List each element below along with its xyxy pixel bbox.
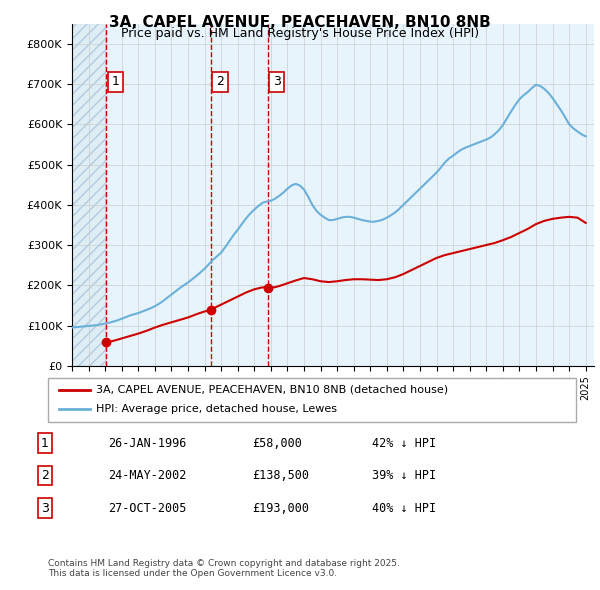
Text: £58,000: £58,000	[252, 437, 302, 450]
Bar	[72, 24, 106, 366]
Text: HPI: Average price, detached house, Lewes: HPI: Average price, detached house, Lewe…	[95, 405, 337, 414]
Text: 2: 2	[41, 469, 49, 482]
Text: Contains HM Land Registry data © Crown copyright and database right 2025.
This d: Contains HM Land Registry data © Crown c…	[48, 559, 400, 578]
Text: 26-JAN-1996: 26-JAN-1996	[108, 437, 187, 450]
Text: 39% ↓ HPI: 39% ↓ HPI	[372, 469, 436, 482]
Text: 42% ↓ HPI: 42% ↓ HPI	[372, 437, 436, 450]
FancyBboxPatch shape	[48, 378, 576, 422]
Text: Price paid vs. HM Land Registry's House Price Index (HPI): Price paid vs. HM Land Registry's House …	[121, 27, 479, 40]
Text: 3: 3	[41, 502, 49, 514]
Text: 3A, CAPEL AVENUE, PEACEHAVEN, BN10 8NB: 3A, CAPEL AVENUE, PEACEHAVEN, BN10 8NB	[109, 15, 491, 30]
Bar	[72, 24, 106, 366]
Text: 1: 1	[111, 76, 119, 88]
Text: 27-OCT-2005: 27-OCT-2005	[108, 502, 187, 514]
Text: 2: 2	[216, 76, 224, 88]
Text: £193,000: £193,000	[252, 502, 309, 514]
Text: 24-MAY-2002: 24-MAY-2002	[108, 469, 187, 482]
Text: 3: 3	[273, 76, 281, 88]
Text: 40% ↓ HPI: 40% ↓ HPI	[372, 502, 436, 514]
Text: £138,500: £138,500	[252, 469, 309, 482]
Text: 3A, CAPEL AVENUE, PEACEHAVEN, BN10 8NB (detached house): 3A, CAPEL AVENUE, PEACEHAVEN, BN10 8NB (…	[95, 385, 448, 395]
Text: 1: 1	[41, 437, 49, 450]
